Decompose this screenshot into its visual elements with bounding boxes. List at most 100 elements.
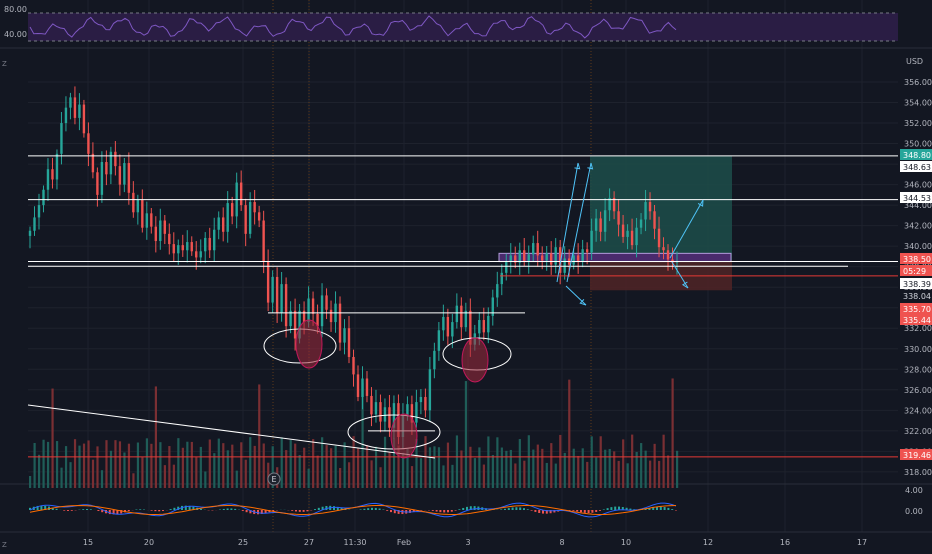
candle-body <box>501 273 503 284</box>
macd-histogram-bar <box>295 510 297 511</box>
x-tick-label: 20 <box>144 538 154 547</box>
volume-bar <box>348 462 350 488</box>
candle-body <box>33 217 35 230</box>
candle-body <box>635 228 637 245</box>
macd-histogram-bar <box>154 510 156 511</box>
volume-bar <box>370 460 372 488</box>
macd-histogram-bar <box>599 510 601 511</box>
candle-body <box>519 250 521 262</box>
macd-histogram-bar <box>534 510 536 512</box>
volume-bar <box>456 435 458 488</box>
candle-body <box>191 242 193 251</box>
highlight-ellipse-2 <box>391 414 417 458</box>
macd-histogram-bar <box>230 508 232 510</box>
volume-bar <box>604 450 606 488</box>
price-badge: 335.44 <box>903 316 931 325</box>
candle-body <box>182 245 184 250</box>
volume-bar <box>667 455 669 488</box>
volume-bar <box>33 443 35 488</box>
volume-bar <box>303 448 305 488</box>
x-tick-label: 10 <box>621 538 631 547</box>
candle-body <box>375 402 377 414</box>
macd-histogram-bar <box>234 509 236 510</box>
macd-histogram-bar <box>162 510 164 511</box>
macd-histogram-bar <box>607 508 609 510</box>
volume-bar <box>366 445 368 488</box>
volume-bar <box>173 465 175 488</box>
candle-body <box>366 379 368 396</box>
candle-body <box>249 202 251 234</box>
macd-histogram-bar <box>572 510 574 511</box>
volume-bar <box>312 439 314 488</box>
macd-histogram-bar <box>97 510 99 511</box>
candle-body <box>343 328 345 342</box>
y-tick-label: 322.00 <box>904 427 932 436</box>
volume-bar <box>622 439 624 488</box>
candle-body <box>510 255 512 261</box>
volume-bar <box>137 443 139 488</box>
candle-body <box>186 242 188 250</box>
candle-body <box>460 306 462 328</box>
volume-bar <box>591 436 593 488</box>
candle-body <box>209 238 211 250</box>
volume-bar <box>110 451 112 488</box>
candle-body <box>51 169 53 179</box>
rsi-level-label: 40.00 <box>4 30 27 39</box>
candle-body <box>528 254 530 261</box>
macd-histogram-bar <box>458 509 460 510</box>
volume-bar <box>532 450 534 488</box>
candle-body <box>532 243 534 254</box>
volume-bar <box>528 435 530 488</box>
x-tick-label: 3 <box>465 538 470 547</box>
volume-bar <box>168 446 170 488</box>
volume-bar <box>344 442 346 488</box>
candle-body <box>438 330 440 351</box>
macd-histogram-bar <box>170 509 172 510</box>
volume-bar <box>618 461 620 488</box>
candle-body <box>325 295 327 309</box>
candle-body <box>658 229 660 247</box>
candle-body <box>563 258 565 272</box>
volume-bar <box>469 447 471 488</box>
macd-histogram-bar <box>379 509 381 510</box>
volume-bar <box>564 453 566 488</box>
volume-bar <box>317 456 319 488</box>
candle-body <box>285 284 287 326</box>
candle-body <box>595 218 597 230</box>
position-zones <box>499 156 732 290</box>
candle-body <box>78 105 80 118</box>
volume-bar <box>56 441 58 488</box>
volume-bar <box>114 440 116 488</box>
candle-body <box>56 154 58 180</box>
candle-body <box>47 169 49 190</box>
candle-body <box>644 202 646 219</box>
macd-histogram-bar <box>660 507 662 510</box>
x-tick-label: 17 <box>857 538 867 547</box>
volume-bar <box>654 444 656 488</box>
candle-body <box>348 328 350 357</box>
candle-body <box>177 245 179 253</box>
y-tick-label: 350.00 <box>904 140 932 149</box>
candle-body <box>38 205 40 217</box>
candle-body <box>128 163 130 193</box>
candle-body <box>294 311 296 339</box>
candle-body <box>406 404 408 415</box>
volume-bar <box>186 442 188 488</box>
macd-histogram-bar <box>667 508 669 510</box>
candle-body <box>429 369 431 410</box>
volume-bar <box>487 436 489 488</box>
candle-body <box>159 221 161 242</box>
volume-bar <box>69 462 71 488</box>
candle-body <box>653 211 655 228</box>
candle-body <box>110 152 112 175</box>
candle-body <box>226 203 228 232</box>
y-tick-label: 354.00 <box>904 99 932 108</box>
candle-body <box>415 402 417 423</box>
macd-histogram-bar <box>466 507 468 510</box>
candle-body <box>451 322 453 336</box>
price-badge: 338.04 <box>903 292 931 301</box>
macd-histogram-bar <box>67 510 69 511</box>
volume-bar <box>609 449 611 488</box>
